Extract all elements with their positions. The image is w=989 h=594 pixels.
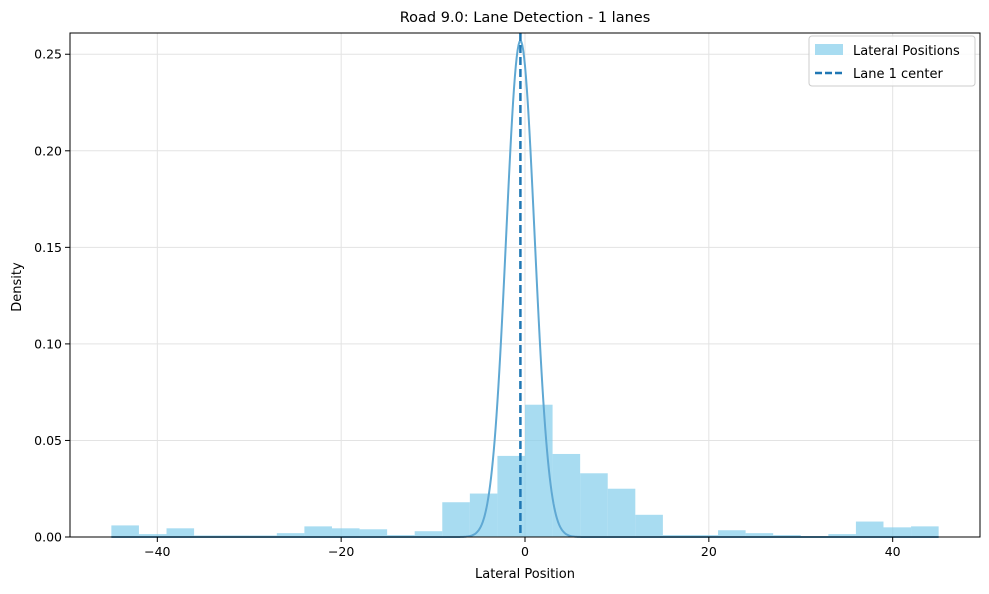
x-tick-label: 40	[885, 544, 901, 559]
histogram-bar	[525, 404, 553, 537]
x-tick-label: −20	[328, 544, 354, 559]
legend-label-lateral-positions: Lateral Positions	[853, 44, 960, 59]
histogram-bar	[331, 528, 360, 537]
y-tick-label: 0.25	[34, 47, 62, 62]
legend-label-lane-center: Lane 1 center	[853, 67, 943, 82]
y-axis-label: Density	[10, 262, 25, 312]
y-tick-label: 0.10	[34, 336, 62, 351]
histogram-bar	[138, 534, 167, 537]
x-axis-ticks: −40 −20 0 20 40	[144, 537, 901, 559]
histogram-bar	[883, 527, 912, 537]
y-tick-label: 0.05	[34, 433, 62, 448]
x-tick-label: −40	[144, 544, 170, 559]
legend: Lateral Positions Lane 1 center	[808, 35, 976, 87]
y-tick-label: 0.20	[34, 143, 62, 158]
histogram-bar	[855, 521, 884, 537]
y-tick-label: 0.00	[34, 530, 62, 545]
histogram-bar	[911, 526, 939, 537]
histogram-bar	[111, 525, 139, 537]
histogram-bar	[552, 453, 581, 537]
histogram-bar	[166, 528, 195, 537]
y-tick-label: 0.15	[34, 240, 62, 255]
y-axis-ticks: 0.00 0.05 0.10 0.15 0.20 0.25	[34, 47, 70, 545]
histogram-bar	[828, 534, 856, 537]
x-tick-label: 20	[701, 544, 717, 559]
legend-box	[808, 35, 976, 87]
histogram-bar	[359, 529, 388, 537]
histogram-bar	[469, 493, 498, 537]
histogram-bar	[745, 533, 774, 537]
chart-title: Road 9.0: Lane Detection - 1 lanes	[400, 10, 651, 26]
histogram-bar	[276, 533, 305, 537]
legend-swatch-lateral-positions	[815, 44, 843, 55]
histogram-bar	[580, 473, 608, 537]
x-tick-label: 0	[521, 544, 529, 559]
histogram-bar	[718, 530, 746, 537]
histogram-bar	[442, 502, 470, 537]
x-axis-label: Lateral Position	[475, 567, 575, 582]
histogram-bar	[304, 526, 332, 537]
histogram-bar	[607, 488, 636, 537]
histogram-bar	[635, 514, 663, 537]
histogram-bar	[414, 531, 443, 537]
